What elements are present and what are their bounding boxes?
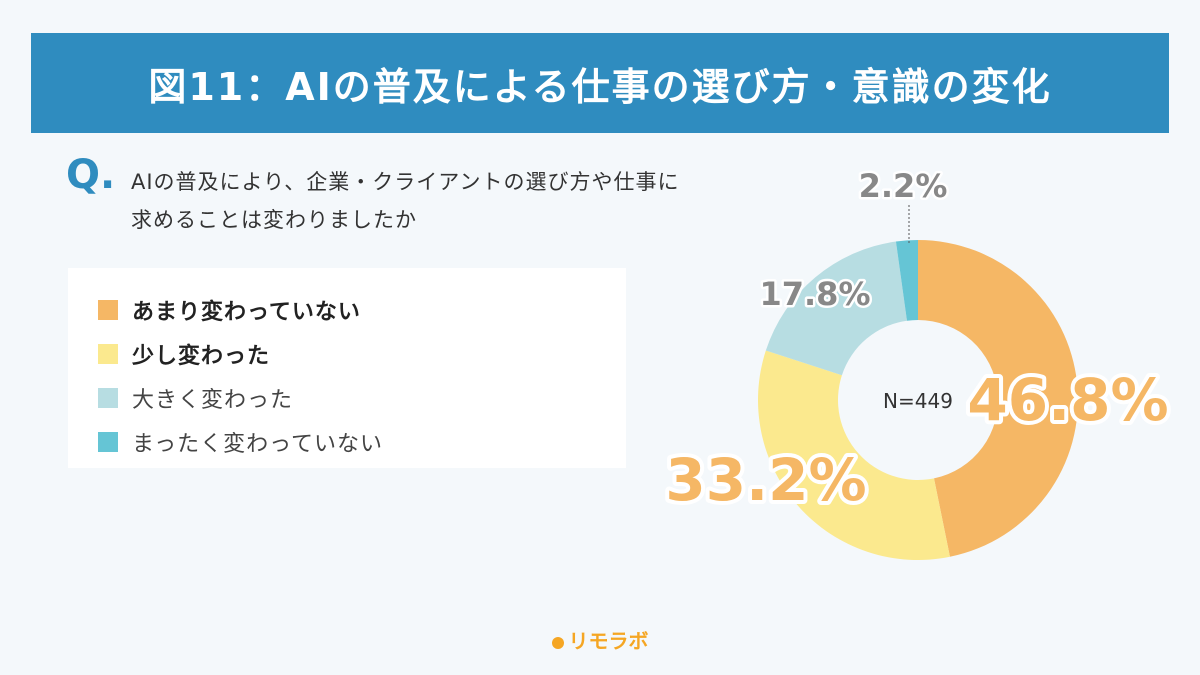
donut-slice bbox=[765, 241, 907, 376]
legend-item: まったく変わっていない bbox=[98, 420, 626, 464]
slice-label: 33.2% bbox=[665, 446, 866, 514]
legend-item: 大きく変わった bbox=[98, 376, 626, 420]
legend-label: 少し変わった bbox=[132, 344, 271, 369]
legend-swatch bbox=[98, 344, 118, 364]
brand-dot-icon bbox=[551, 636, 564, 649]
legend-item: あまり変わっていない bbox=[98, 288, 626, 332]
question-text: AIの普及により、企業・クライアントの選び方や仕事に求めることは変わりましたか bbox=[131, 170, 680, 232]
slice-label: 17.8% bbox=[759, 275, 870, 313]
question-mark: Q. bbox=[66, 152, 116, 198]
chart-title: 図11：AIの普及による仕事の選び方・意識の変化 bbox=[31, 33, 1169, 133]
legend-swatch bbox=[98, 432, 118, 452]
center-label: N=449 bbox=[883, 389, 953, 413]
donut-slices bbox=[758, 240, 1078, 560]
brand-logo: リモラボ bbox=[0, 625, 1200, 654]
slice-labels: 46.8% 33.2% 17.8% 2.2% bbox=[661, 165, 1172, 519]
legend-item: 少し変わった bbox=[98, 332, 626, 376]
donut-slice bbox=[895, 240, 918, 321]
slice-label: 46.8% bbox=[967, 366, 1168, 434]
legend-label: まったく変わっていない bbox=[132, 432, 384, 457]
legend-swatch bbox=[98, 388, 118, 408]
legend-swatch bbox=[98, 300, 118, 320]
slice-label: 2.2% bbox=[859, 167, 948, 205]
donut-slice bbox=[918, 240, 1078, 557]
legend: あまり変わっていない 少し変わった 大きく変わった まったく変わっていない bbox=[68, 268, 626, 468]
brand-name: リモラボ bbox=[568, 629, 649, 653]
donut-slice bbox=[758, 350, 950, 560]
legend-label: あまり変わっていない bbox=[132, 300, 361, 325]
legend-label: 大きく変わった bbox=[132, 388, 294, 413]
